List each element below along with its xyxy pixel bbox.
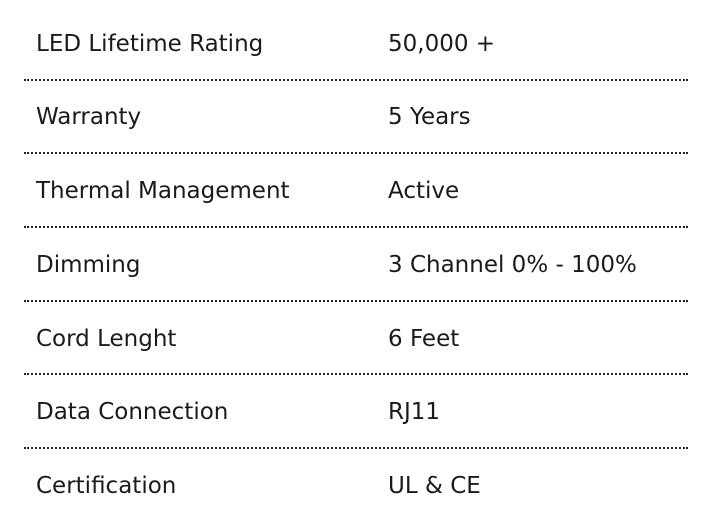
- row-divider: [24, 152, 688, 155]
- spec-value: Active: [388, 178, 460, 205]
- spec-label: Certification: [36, 472, 177, 499]
- spec-value: 3 Channel 0% - 100%: [388, 251, 637, 278]
- row-divider: [24, 373, 688, 376]
- spec-value: 50,000 +: [388, 30, 496, 57]
- spec-row: LED Lifetime Rating 50,000 +: [24, 7, 688, 81]
- spec-label: Warranty: [36, 104, 142, 131]
- spec-label: Dimming: [36, 251, 141, 278]
- spec-label: Cord Lenght: [36, 325, 177, 352]
- spec-value: 6 Feet: [388, 325, 460, 352]
- row-divider: [24, 78, 688, 81]
- row-divider: [24, 447, 688, 449]
- spec-row: Thermal Management Active: [24, 154, 688, 228]
- spec-row: Warranty 5 Years: [24, 81, 688, 155]
- spec-value: RJ11: [388, 399, 441, 426]
- spec-label: Data Connection: [36, 399, 229, 426]
- spec-label: Thermal Management: [36, 178, 290, 205]
- spec-row: Certification UL & CE: [24, 449, 688, 523]
- spec-row: Dimming 3 Channel 0% - 100%: [24, 228, 688, 302]
- spec-value: 5 Years: [388, 104, 471, 131]
- spec-row: Data Connection RJ11: [24, 376, 688, 449]
- row-divider: [24, 299, 688, 302]
- spec-value: UL & CE: [388, 472, 481, 499]
- spec-row: Cord Lenght 6 Feet: [24, 302, 688, 376]
- row-divider: [24, 225, 688, 228]
- spec-label: LED Lifetime Rating: [36, 30, 264, 57]
